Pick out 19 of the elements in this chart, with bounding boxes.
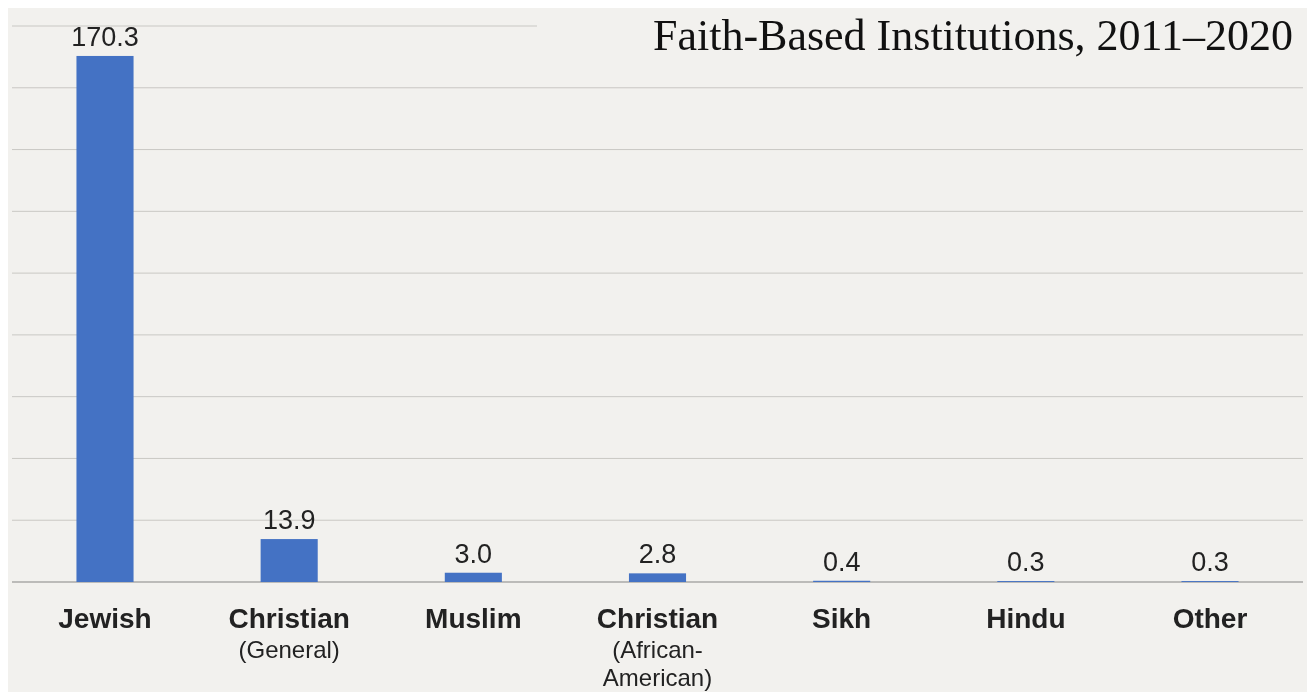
data-label: 0.4	[822, 546, 861, 577]
x-tick-label: Hindu	[986, 603, 1066, 634]
bar	[76, 55, 134, 582]
data-label: 0.3	[1191, 547, 1229, 578]
chart-title: Faith-Based Institutions, 2011–2020	[652, 11, 1293, 60]
data-label: 3.0	[454, 538, 493, 569]
bar	[628, 573, 687, 582]
bar	[444, 572, 502, 582]
data-label: 170.3	[71, 21, 139, 52]
data-label: 2.8	[638, 539, 677, 570]
data-label: 0.3	[1007, 547, 1045, 578]
x-tick-label: Christian (African-American)	[596, 603, 719, 691]
bar	[260, 539, 318, 582]
data-label: 13.9	[262, 505, 316, 536]
x-tick-label: Sikh	[812, 603, 872, 634]
x-tick-label: Other	[1172, 603, 1248, 634]
x-tick-label: Muslim	[425, 603, 522, 634]
x-tick-label: Jewish	[58, 603, 152, 634]
x-tick-label: Christian (General)	[228, 603, 350, 663]
